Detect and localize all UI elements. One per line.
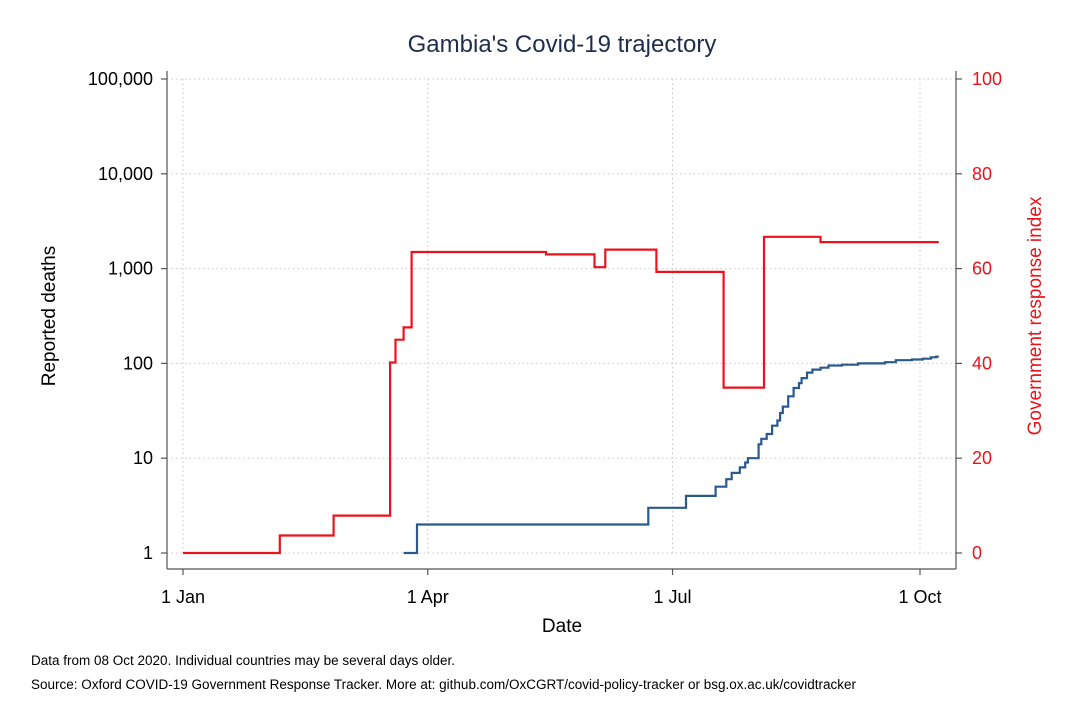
right-tick-label: 0 (972, 543, 982, 563)
x-tick-label: 1 Apr (407, 587, 449, 607)
left-tick-label: 100 (123, 353, 153, 373)
footnote-source: Source: Oxford COVID-19 Government Respo… (31, 677, 857, 692)
left-tick-label: 1,000 (108, 259, 153, 279)
left-tick-label: 10,000 (98, 164, 153, 184)
x-tick-label: 1 Oct (898, 587, 941, 607)
chart-title: Gambia's Covid-19 trajectory (408, 31, 717, 58)
series-line-deaths (403, 355, 939, 555)
right-axis-title: Government response index (1025, 196, 1046, 435)
right-tick-label: 60 (972, 259, 992, 279)
gridlines (167, 78, 956, 554)
x-tick-label: 1 Jan (161, 587, 205, 607)
right-tick-label: 40 (972, 353, 992, 373)
left-tick-label: 10 (133, 448, 153, 468)
right-tick-label: 20 (972, 448, 992, 468)
right-tick-label: 100 (972, 69, 1002, 89)
series-layer (183, 235, 939, 555)
left-tick-label: 1 (143, 543, 153, 563)
left-axis-title: Reported deaths (39, 246, 60, 387)
footnote-data-date: Data from 08 Oct 2020. Individual countr… (31, 653, 455, 668)
right-tick-label: 80 (972, 164, 992, 184)
x-tick-label: 1 Jul (654, 587, 692, 607)
x-axis-title: Date (542, 616, 582, 637)
series-line-response-index (183, 235, 939, 555)
axes: 1 10 100 1,000 10,000 100,000 0 20 40 60 80 100 1 Ja… (88, 69, 1002, 607)
left-tick-label: 100,000 (88, 69, 153, 89)
